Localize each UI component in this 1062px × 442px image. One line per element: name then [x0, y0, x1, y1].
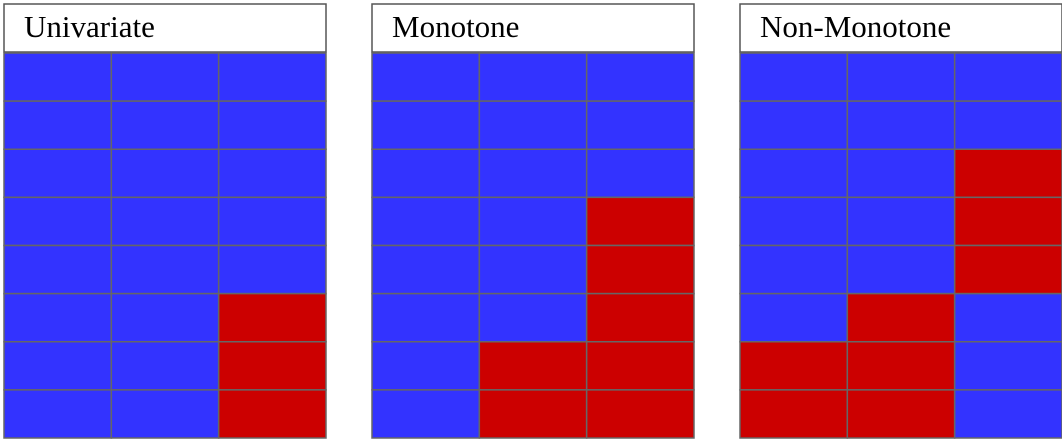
cell	[478, 292, 588, 343]
cell	[585, 148, 695, 199]
cell	[110, 341, 220, 391]
cell	[739, 389, 849, 439]
cell	[3, 389, 113, 439]
cell	[846, 52, 956, 102]
cell	[739, 100, 849, 150]
cell	[3, 196, 113, 247]
cell	[371, 148, 481, 199]
cell	[953, 100, 1062, 150]
cell	[953, 341, 1062, 391]
cell	[478, 389, 588, 439]
panel-title: Non-Monotone	[760, 9, 951, 44]
cell	[846, 244, 956, 295]
cell	[478, 100, 588, 150]
cell	[3, 244, 113, 295]
cell	[585, 52, 695, 102]
cell	[846, 100, 956, 150]
cell	[217, 100, 327, 150]
cell	[217, 389, 327, 439]
cell	[585, 244, 695, 295]
title-box	[371, 3, 695, 53]
cell	[110, 148, 220, 199]
cell	[953, 52, 1062, 102]
cell	[217, 341, 327, 391]
cell	[371, 52, 481, 102]
cell	[110, 389, 220, 439]
panel-title: Monotone	[392, 9, 519, 44]
cell	[110, 244, 220, 295]
cell	[478, 341, 588, 391]
cell	[3, 52, 113, 102]
cell	[217, 244, 327, 295]
cell	[739, 341, 849, 391]
cell	[585, 196, 695, 247]
cell	[739, 52, 849, 102]
cell	[110, 196, 220, 247]
cell	[371, 292, 481, 343]
panel-title: Univariate	[24, 9, 155, 44]
cell	[739, 196, 849, 247]
cell	[846, 292, 956, 343]
cell	[3, 341, 113, 391]
cell	[217, 148, 327, 199]
cell	[953, 148, 1062, 199]
cell	[846, 148, 956, 199]
cell	[953, 196, 1062, 247]
cell	[953, 244, 1062, 295]
cell	[846, 389, 956, 439]
cell	[846, 196, 956, 247]
cell	[478, 148, 588, 199]
cell	[478, 52, 588, 102]
cell	[371, 244, 481, 295]
cell	[3, 100, 113, 150]
cell	[217, 196, 327, 247]
cell	[585, 292, 695, 343]
cell	[110, 292, 220, 343]
cell	[110, 52, 220, 102]
cell	[739, 292, 849, 343]
cell	[846, 341, 956, 391]
cell	[478, 196, 588, 247]
cell	[739, 148, 849, 199]
cell	[953, 292, 1062, 343]
title-box	[3, 3, 327, 53]
cell	[217, 292, 327, 343]
cell	[110, 100, 220, 150]
cell	[371, 196, 481, 247]
cell	[3, 292, 113, 343]
cell	[739, 244, 849, 295]
cell	[478, 244, 588, 295]
cell	[585, 100, 695, 150]
cell	[585, 341, 695, 391]
cell	[585, 389, 695, 439]
cell	[3, 148, 113, 199]
cell	[371, 341, 481, 391]
cell	[371, 100, 481, 150]
cell	[953, 389, 1062, 439]
cell	[371, 389, 481, 439]
title-box	[739, 3, 1062, 53]
cell	[217, 52, 327, 102]
